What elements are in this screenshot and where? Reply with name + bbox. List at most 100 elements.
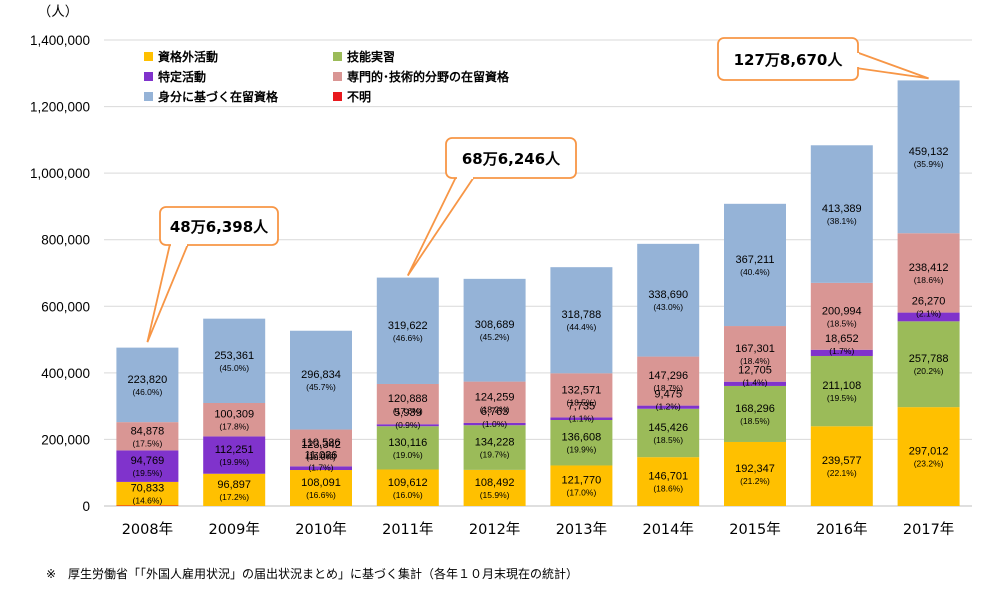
data-label-pct: (19.5%) bbox=[827, 393, 857, 403]
data-label-pct: (2.1%) bbox=[916, 309, 941, 319]
bar-extra bbox=[376, 469, 439, 506]
bar-trainee bbox=[810, 355, 873, 427]
data-label-pct: (18.6%) bbox=[914, 275, 944, 285]
legend-label-professional: 専門的･技術的分野の在留資格 bbox=[347, 69, 510, 84]
bar-status bbox=[290, 330, 352, 430]
data-label-pct: (17.2%) bbox=[219, 492, 249, 502]
bar-extra bbox=[897, 407, 960, 506]
data-label-pct: (18.4%) bbox=[740, 356, 770, 366]
bar-trainee bbox=[550, 419, 613, 466]
bar-extra bbox=[637, 457, 700, 506]
legend-label-status: 身分に基づく在留資格 bbox=[158, 89, 279, 104]
y-tick-label: 1,200,000 bbox=[30, 100, 90, 115]
bar-unknown bbox=[116, 505, 179, 507]
bar-status bbox=[116, 347, 179, 423]
data-label-pct: (43.0%) bbox=[653, 302, 683, 312]
callout: 48万6,398人 bbox=[146, 206, 279, 343]
x-tick-label: 2012年 bbox=[469, 521, 520, 538]
legend-label-designated: 特定活動 bbox=[158, 69, 206, 84]
bar-trainee bbox=[463, 425, 526, 470]
bar-designated bbox=[203, 436, 266, 474]
data-label: 6,763 bbox=[481, 406, 509, 418]
x-tick-label: 2010年 bbox=[295, 521, 346, 538]
data-label-pct: (35.9%) bbox=[914, 159, 944, 169]
data-label: 147,296 bbox=[648, 370, 688, 382]
bar-professional bbox=[637, 356, 700, 406]
data-label-pct: (45.7%) bbox=[306, 382, 336, 392]
bar-designated bbox=[810, 349, 873, 356]
bar-extra bbox=[203, 473, 266, 506]
y-tick-label: 200,000 bbox=[41, 432, 90, 447]
data-label: 11,026 bbox=[305, 449, 338, 461]
y-tick-label: 600,000 bbox=[41, 299, 90, 314]
bar-designated bbox=[463, 422, 526, 426]
data-label: 96,897 bbox=[217, 479, 251, 491]
data-label-pct: (1.7%) bbox=[308, 462, 333, 472]
x-tick-label: 2014年 bbox=[642, 521, 693, 538]
x-tick-label: 2011年 bbox=[382, 521, 433, 538]
data-label: 146,701 bbox=[648, 471, 688, 483]
legend-swatch-unknown bbox=[333, 92, 342, 101]
data-label: 12,705 bbox=[738, 365, 772, 377]
x-tick-label: 2015年 bbox=[729, 521, 780, 538]
data-label-pct: (1.0%) bbox=[482, 419, 507, 429]
data-label: 167,301 bbox=[735, 343, 775, 355]
legend-label-extra: 資格外活動 bbox=[158, 49, 218, 64]
x-axis: 2008年 2009年 2010年 2011年 2012年 2013年 2014年 2015年… bbox=[122, 521, 955, 538]
bar-trainee bbox=[897, 321, 960, 408]
data-label: 239,577 bbox=[822, 455, 862, 467]
total-callouts: 48万6,398人 68万6,246人 127万8,670人 bbox=[146, 37, 929, 343]
x-tick-label: 2009年 bbox=[208, 521, 259, 538]
callout: 127万8,670人 bbox=[717, 37, 929, 81]
data-label-pct: (21.2%) bbox=[740, 476, 770, 486]
bar-designated bbox=[897, 312, 960, 322]
data-label-pct: (45.2%) bbox=[480, 332, 510, 342]
bar-trainee bbox=[376, 426, 439, 470]
data-label: 70,833 bbox=[131, 483, 165, 495]
bar-designated bbox=[116, 450, 179, 482]
data-label-pct: (46.0%) bbox=[133, 387, 163, 397]
callout-pointer bbox=[855, 50, 929, 80]
data-label-pct: (18.6%) bbox=[653, 484, 683, 494]
callout-box bbox=[445, 137, 577, 179]
y-tick-label: 800,000 bbox=[41, 233, 90, 248]
bar-status bbox=[897, 80, 960, 234]
data-label: 192,347 bbox=[735, 463, 775, 475]
data-label-pct: (46.6%) bbox=[393, 333, 423, 343]
bar-professional bbox=[724, 326, 786, 382]
data-label: 108,492 bbox=[475, 477, 515, 489]
data-label: 109,612 bbox=[388, 477, 428, 489]
bar-professional bbox=[897, 233, 960, 313]
callout-box bbox=[159, 206, 279, 246]
data-label: 308,689 bbox=[475, 319, 515, 331]
data-label: 112,251 bbox=[215, 444, 254, 456]
data-label-pct: (1.2%) bbox=[656, 402, 681, 412]
data-label-pct: (14.6%) bbox=[133, 496, 163, 506]
data-label: 121,770 bbox=[562, 475, 602, 487]
data-label: 130,116 bbox=[388, 437, 427, 449]
data-label-pct: (22.1%) bbox=[827, 468, 857, 478]
x-tick-label: 2013年 bbox=[556, 521, 607, 538]
callout-label: 68万6,246人 bbox=[462, 150, 561, 168]
data-label: 257,788 bbox=[909, 353, 949, 365]
bar-status bbox=[203, 318, 266, 403]
legend-swatch-status bbox=[144, 92, 153, 101]
data-label: 18,652 bbox=[825, 333, 859, 345]
data-label-pct: (19.7%) bbox=[480, 450, 510, 460]
data-label: 318,788 bbox=[562, 309, 602, 321]
bar-designated bbox=[724, 381, 786, 386]
data-label-pct: (19.0%) bbox=[393, 450, 423, 460]
data-label: 26,270 bbox=[912, 296, 946, 308]
bar-trainee bbox=[637, 408, 700, 458]
data-label-pct: (1.7%) bbox=[829, 346, 854, 356]
data-label: 84,878 bbox=[131, 425, 165, 437]
data-label-pct: (18.5%) bbox=[653, 435, 683, 445]
data-label-pct: (19.9%) bbox=[219, 457, 249, 467]
bar-professional bbox=[116, 422, 179, 451]
bar-status bbox=[463, 278, 526, 382]
data-label: 238,412 bbox=[909, 262, 949, 274]
x-tick-label: 2017年 bbox=[903, 521, 954, 538]
data-label: 459,132 bbox=[909, 146, 949, 158]
bar-designated bbox=[376, 424, 439, 427]
data-label-pct: (17.5%) bbox=[133, 438, 163, 448]
